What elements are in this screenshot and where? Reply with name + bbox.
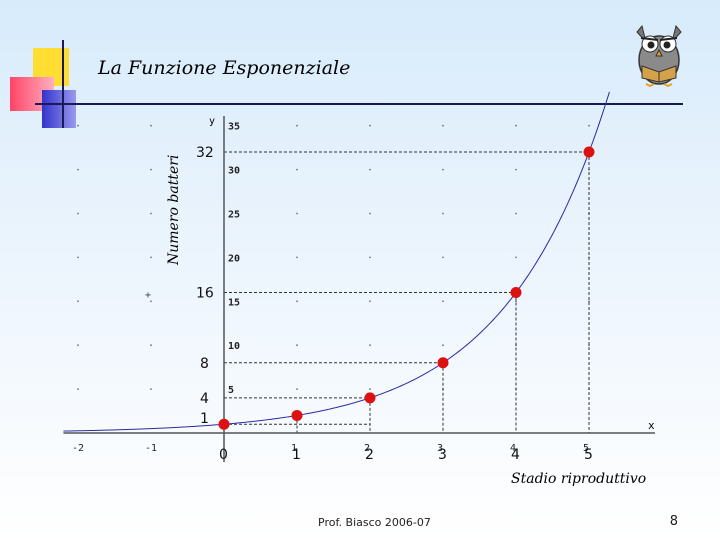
grid-dot <box>296 168 298 171</box>
y-tick-label: 20 <box>228 253 240 264</box>
grid-dot <box>369 344 371 347</box>
x-axis-label: Stadio riproduttivo <box>511 471 646 487</box>
grid-dot <box>296 300 298 303</box>
grid-dot <box>150 388 152 390</box>
data-point <box>218 418 230 430</box>
x-tick-label: 4 <box>510 443 516 454</box>
grid-dot <box>442 124 444 127</box>
x-tick-label: 3 <box>437 443 443 454</box>
y-tick-label: 5 <box>228 385 234 396</box>
grid-dot <box>442 300 444 303</box>
grid-dot <box>296 344 298 347</box>
grid-dot <box>442 344 444 347</box>
y-point-label: 1 <box>200 411 209 427</box>
y-point-label: 16 <box>196 286 214 302</box>
grid-dot <box>77 212 79 215</box>
footer-author: Prof. Biasco 2006-07 <box>318 516 431 529</box>
grid-dot <box>369 256 371 259</box>
guide-lines <box>224 151 590 433</box>
x-point-label: 1 <box>292 447 301 463</box>
grid-dot <box>77 124 79 127</box>
vertical-rule <box>62 40 64 128</box>
grid-dot <box>150 124 152 127</box>
grid-dot <box>442 212 444 215</box>
grid-dot <box>150 300 152 303</box>
grid-dot <box>296 212 298 215</box>
x-tick-label: 5 <box>583 443 589 454</box>
y-point-label: 8 <box>200 356 209 372</box>
grid-dot <box>369 212 371 215</box>
grid-dot <box>442 168 444 171</box>
axes: xy <box>63 116 655 462</box>
grid-dot <box>515 256 517 259</box>
y-point-label: 32 <box>196 145 214 161</box>
y-tick-label: 35 <box>228 122 240 133</box>
y-axis-label: Numero batteri <box>166 155 182 266</box>
data-point <box>364 392 376 404</box>
x-point-label: 4 <box>511 447 520 463</box>
labels-layer: 5 10 15 20 25 30 35 -2 -1 1 2 3 4 5 +1 4 8 16 32 0 1 2 3 4 5 <box>72 122 593 463</box>
grid-dot <box>515 168 517 171</box>
grid-dot <box>369 124 371 127</box>
grid-dot <box>588 124 590 127</box>
x-point-label: 3 <box>438 447 447 463</box>
x-point-label: 0 <box>219 447 228 463</box>
data-point <box>291 409 303 421</box>
data-point <box>583 146 595 158</box>
y-tick-label: 10 <box>228 341 240 352</box>
title-rule <box>35 103 683 105</box>
grid-dot <box>369 388 371 390</box>
grid-dot <box>77 168 79 171</box>
y-point-label: 4 <box>200 391 209 407</box>
x-axis-letter: x <box>648 419 655 432</box>
grid-dot <box>150 168 152 171</box>
grid-dot <box>588 300 590 303</box>
x-point-label: 5 <box>584 447 593 463</box>
grid-dot <box>369 168 371 171</box>
y-tick-label: 15 <box>228 297 240 308</box>
grid-dot <box>515 124 517 127</box>
data-point <box>510 287 522 299</box>
data-point <box>437 357 449 369</box>
grid-dot <box>296 124 298 127</box>
grid-dot <box>77 300 79 303</box>
curve-layer <box>63 91 610 432</box>
y-axis-letter: y <box>209 116 215 127</box>
grid-dot <box>442 256 444 259</box>
grid-dot <box>77 388 79 390</box>
grid-dot <box>296 388 298 390</box>
grid-dot <box>150 256 152 259</box>
slide-title: La Funzione Esponenziale <box>98 57 351 79</box>
grid-dot <box>150 212 152 215</box>
y-tick-label: 30 <box>228 166 240 177</box>
deco-blue-square <box>42 90 76 128</box>
x-tick-label: -2 <box>72 443 84 454</box>
grid-dot <box>150 344 152 347</box>
grid-dot <box>515 212 517 215</box>
plus-mark: + <box>145 290 151 301</box>
grid-dot <box>77 344 79 347</box>
page-number: 8 <box>669 514 678 529</box>
grid-layer <box>77 124 590 390</box>
grid-dot <box>369 300 371 303</box>
grid-dot <box>77 256 79 259</box>
grid-dot <box>515 300 517 303</box>
y-tick-label: 25 <box>228 210 240 221</box>
x-tick-label: 1 <box>291 443 297 454</box>
points-layer <box>218 146 595 430</box>
x-tick-label: -1 <box>145 443 157 454</box>
x-point-label: 2 <box>365 447 374 463</box>
grid-dot <box>296 256 298 259</box>
x-tick-label: 2 <box>364 443 370 454</box>
owl-reading-icon <box>636 24 682 88</box>
exponential-curve <box>63 91 610 432</box>
